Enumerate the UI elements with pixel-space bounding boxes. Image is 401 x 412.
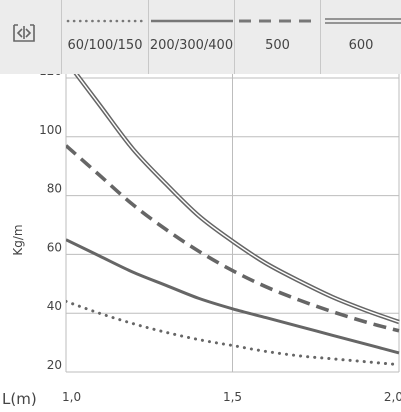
y-tick-label: 20 <box>47 358 62 372</box>
series-line-solid <box>66 238 400 355</box>
x-tick-label: 1,0 <box>62 390 81 404</box>
legend-label-dotted: 60/100/150 <box>67 38 143 53</box>
legend-item-double[interactable]: 600 <box>321 0 401 74</box>
double-line-swatch <box>325 18 401 24</box>
x-tick-label: 1,5 <box>223 390 242 404</box>
series-lines <box>66 74 401 367</box>
grid-lines <box>65 74 400 373</box>
line-chart: 20 40 60 80 100 120 1,0 1,5 2,0 Kg/m L(m) <box>2 74 401 408</box>
legend-item-dashed[interactable]: 500 <box>235 0 321 74</box>
axis-ticks: 20 40 60 80 100 120 1,0 1,5 2,0 <box>39 74 401 404</box>
y-axis-label: Kg/m <box>11 224 25 255</box>
legend-label-solid: 200/300/400 <box>149 38 234 53</box>
x-tick-label: 2,0 <box>384 390 401 404</box>
legend-item-dotted[interactable]: 60/100/150 <box>62 0 149 74</box>
dashed-line-swatch <box>239 19 319 23</box>
y-tick-label: 120 <box>39 74 62 78</box>
legend-bar: 60/100/150 200/300/400 500 600 <box>0 0 401 74</box>
legend-item-solid[interactable]: 200/300/400 <box>149 0 235 74</box>
series-line-dotted <box>66 299 401 367</box>
compare-arrows-icon <box>13 24 35 42</box>
solid-line-swatch <box>151 19 233 23</box>
y-tick-label: 60 <box>47 240 62 254</box>
legend-label-dashed: 500 <box>265 38 290 53</box>
y-tick-label: 40 <box>47 299 62 313</box>
series-line-double-inner <box>75 74 400 323</box>
x-axis-label: L(m) <box>2 390 37 408</box>
y-tick-label: 100 <box>39 123 62 137</box>
y-tick-label: 80 <box>47 182 62 196</box>
compare-toggle-button[interactable] <box>0 0 62 74</box>
series-line-dashed <box>66 144 400 333</box>
dotted-line-swatch <box>66 19 144 23</box>
legend-label-double: 600 <box>348 38 374 53</box>
